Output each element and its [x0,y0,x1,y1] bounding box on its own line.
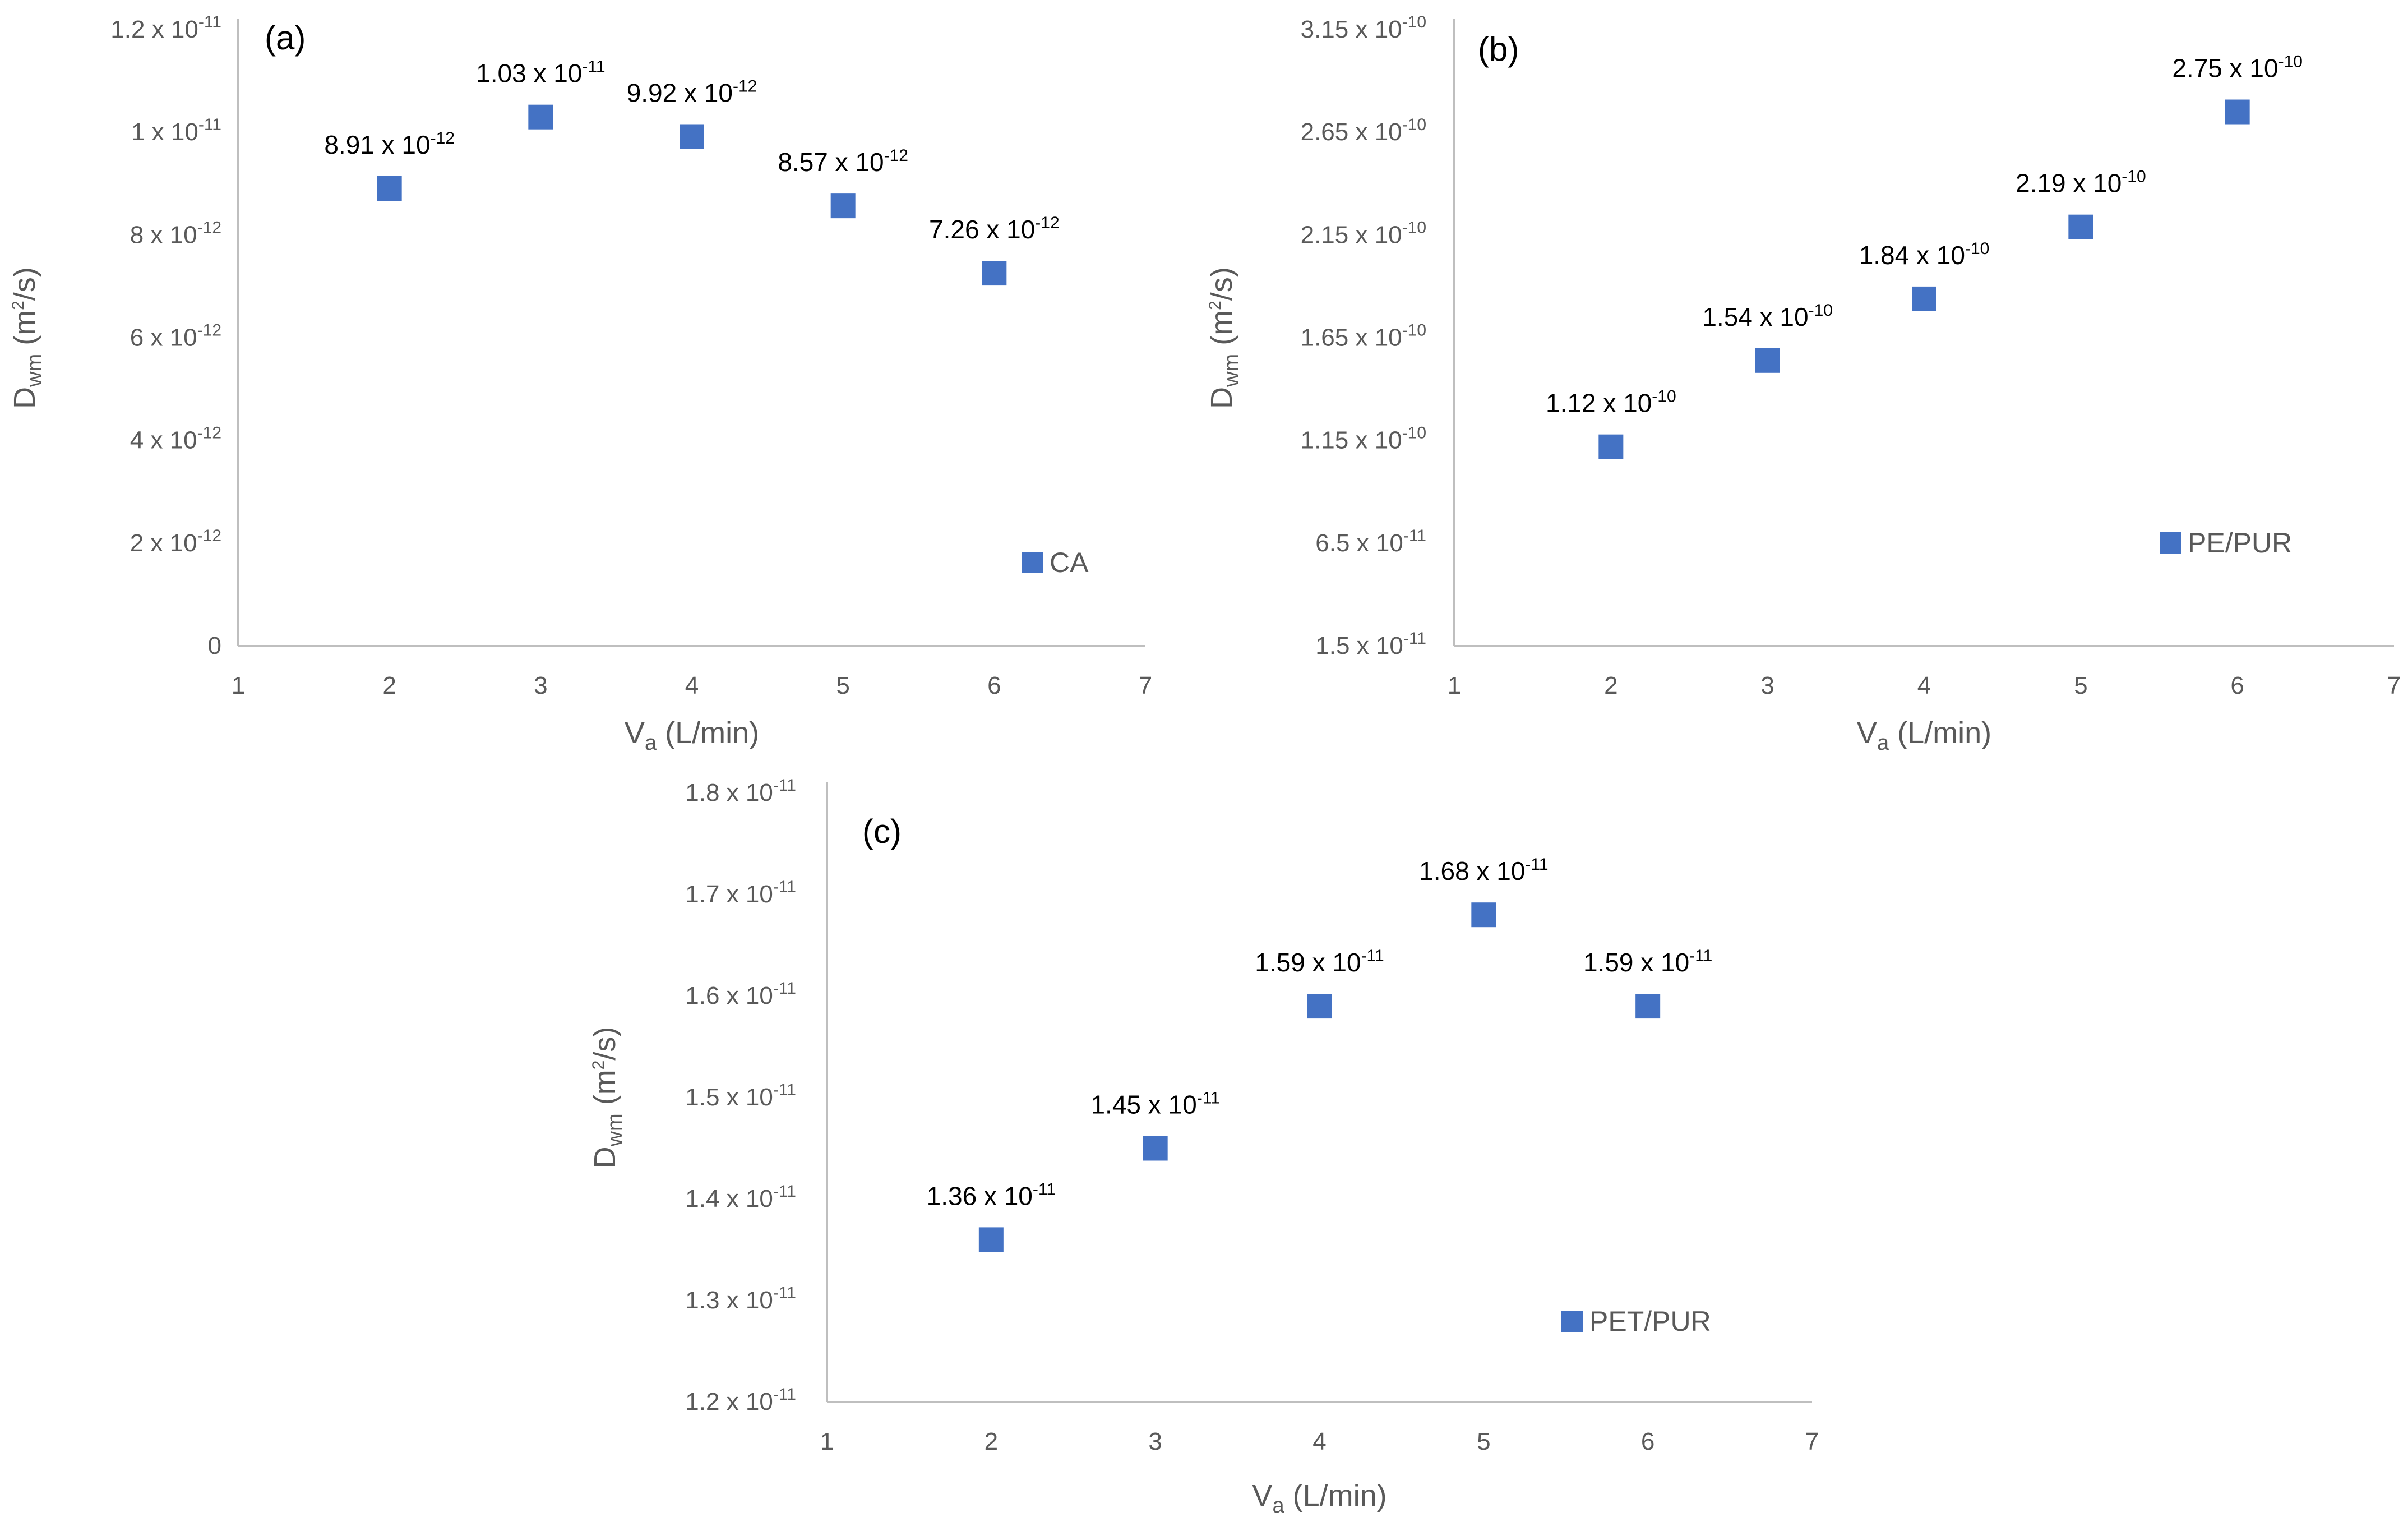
x-tick-label: 6 [987,672,1001,699]
x-tick-label: 4 [685,672,699,699]
x-axis-title: Va (L/min) [1857,716,1991,755]
y-tick-label: 1.4 x 10-11 [685,1182,796,1212]
data-point [1143,1136,1168,1161]
chart-panel-3: 1 2 3 4 5 6 7 1.2 x 10-11 1.3 x 10-11 1.4 x 10-11… [588,776,1819,1518]
y-axis-title: Dwm (m2/s) [1205,267,1244,409]
legend: PET/PUR [1561,1306,1711,1337]
x-tick-label: 1 [232,672,245,699]
x-tick-label: 2 [1604,672,1617,699]
legend-marker [2160,532,2181,554]
y-tick-label: 2 x 10-12 [130,527,221,557]
data-point [830,193,856,219]
y-tick-label: 1.5 x 10-11 [1315,629,1426,660]
y-tick-label: 3.15 x 10-10 [1301,13,1426,43]
y-tick-label: 1.7 x 10-11 [685,878,796,908]
data-point [2225,99,2250,125]
y-tick-label: 1 x 10-11 [131,116,221,146]
x-axis-title: Va (L/min) [1252,1479,1386,1518]
data-point [978,1227,1004,1252]
x-tick-label: 4 [1917,672,1931,699]
x-tick-label: 3 [1148,1428,1162,1455]
data-label: 9.92 x 10-12 [627,77,757,107]
x-tick-label: 7 [1139,672,1152,699]
data-label: 8.57 x 10-12 [778,146,908,177]
x-tick-label: 1 [820,1428,834,1455]
y-tick-label: 8 x 10-12 [130,218,221,248]
data-label: 1.59 x 10-11 [1255,947,1384,977]
panel-label: (b) [1478,30,1519,68]
data-label: 2.19 x 10-10 [2016,168,2146,198]
legend-label: PET/PUR [1589,1306,1711,1337]
legend: PE/PUR [2160,527,2292,559]
y-axis-title: Dwm (m2/s) [588,1027,627,1169]
data-label: 2.75 x 10-10 [2172,53,2303,83]
legend-label: CA [1050,547,1089,578]
x-tick-label: 5 [836,672,849,699]
y-tick-label: 6.5 x 10-11 [1315,527,1426,557]
data-point [2068,214,2093,239]
y-tick-label: 2.65 x 10-10 [1301,116,1426,146]
panel-label: (c) [862,813,902,850]
y-tick-label: 1.6 x 10-11 [685,979,796,1009]
y-tick-label: 1.3 x 10-11 [685,1284,796,1314]
data-point [1755,348,1780,373]
data-label: 1.36 x 10-11 [927,1180,1056,1210]
chart-panel-1: 1 2 3 4 5 6 7 0 2 x 10-12 4 x 10-12 6 x 10-12 8 x 1… [8,13,1152,755]
x-tick-label: 6 [1641,1428,1654,1455]
y-tick-label: 1.2 x 10-11 [110,13,221,43]
y-tick-label: 1.65 x 10-10 [1301,321,1426,352]
data-point [680,124,704,149]
data-point [1635,994,1661,1019]
data-point [528,104,553,130]
data-label: 8.91 x 10-12 [324,129,455,159]
data-point [1912,286,1936,311]
y-tick-label: 1.5 x 10-11 [685,1081,796,1111]
y-tick-label: 2.15 x 10-10 [1301,218,1426,248]
x-tick-label: 2 [382,672,396,699]
chart-panel-2: 1 2 3 4 5 6 7 1.5 x 10-11 6.5 x 10-11 1.15 x 10-1… [1205,13,2401,755]
data-point [1471,902,1496,928]
x-tick-label: 3 [1760,672,1774,699]
y-tick-label: 1.8 x 10-11 [685,776,796,806]
legend-label: PE/PUR [2188,527,2292,559]
y-tick-label: 4 x 10-12 [130,424,221,454]
data-label: 1.59 x 10-11 [1583,947,1712,977]
panel-label: (a) [265,19,306,57]
legend: CA [1022,547,1089,578]
legend-marker [1561,1311,1583,1332]
data-label: 1.54 x 10-10 [1702,301,1833,331]
x-tick-label: 5 [2074,672,2087,699]
data-label: 1.68 x 10-11 [1419,855,1548,886]
data-point [1307,994,1332,1019]
data-point [377,176,402,201]
data-label: 7.26 x 10-12 [929,214,1060,244]
y-axis-title: Dwm (m2/s) [8,267,47,409]
data-label: 1.03 x 10-11 [476,58,605,88]
x-tick-label: 3 [534,672,547,699]
y-tick-label: 1.15 x 10-10 [1301,424,1426,454]
x-tick-label: 1 [1448,672,1461,699]
legend-marker [1022,552,1043,573]
y-tick-label: 0 [208,632,221,660]
y-tick-label: 1.2 x 10-11 [685,1385,796,1416]
data-point [1598,434,1624,459]
data-label: 1.84 x 10-10 [1859,239,1990,270]
x-tick-label: 7 [2387,672,2401,699]
x-tick-label: 2 [985,1428,998,1455]
data-point [982,261,1007,286]
x-tick-label: 7 [1805,1428,1819,1455]
x-tick-label: 4 [1312,1428,1326,1455]
x-axis-title: Va (L/min) [625,716,759,755]
data-label: 1.12 x 10-10 [1546,388,1676,418]
x-tick-label: 5 [1477,1428,1490,1455]
data-label: 1.45 x 10-11 [1090,1089,1219,1119]
y-tick-label: 6 x 10-12 [130,321,221,352]
x-tick-label: 6 [2230,672,2244,699]
